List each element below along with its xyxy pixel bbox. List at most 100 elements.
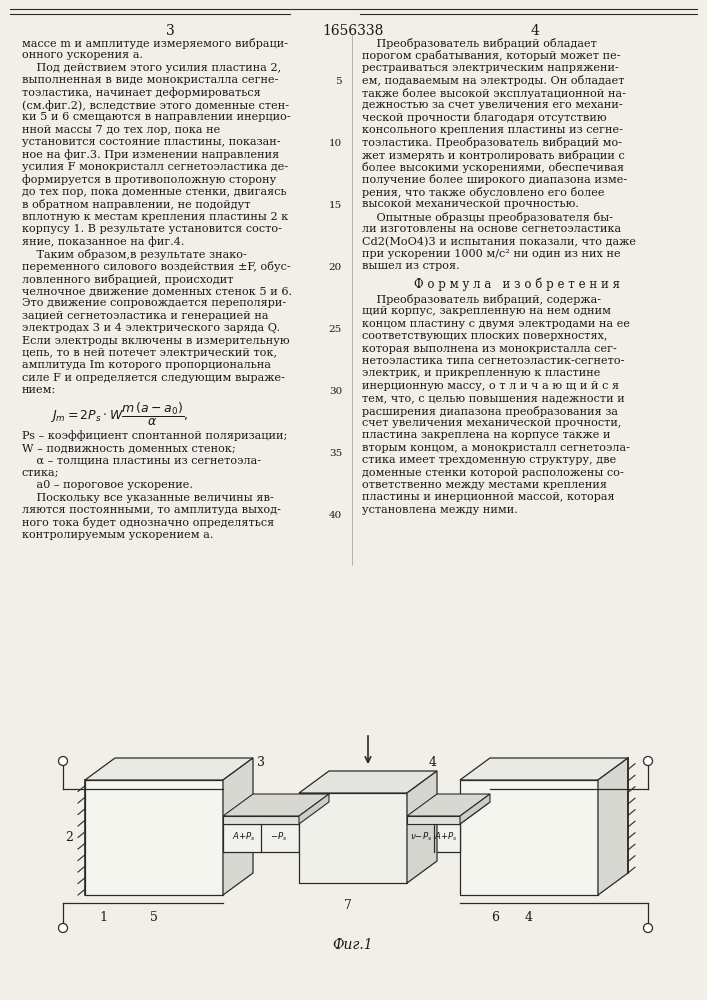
Polygon shape: [299, 793, 407, 883]
Text: рения, что также обусловлено его более: рения, что также обусловлено его более: [362, 187, 604, 198]
Text: Ps – коэффициент спонтанной поляризации;: Ps – коэффициент спонтанной поляризации;: [22, 431, 287, 441]
Text: тоэластика, начинает деформироваться: тоэластика, начинает деформироваться: [22, 88, 261, 98]
Polygon shape: [223, 824, 299, 852]
Polygon shape: [407, 802, 490, 824]
Text: 35: 35: [329, 449, 342, 458]
Polygon shape: [460, 794, 490, 824]
Polygon shape: [407, 824, 460, 852]
Text: Если электроды включены в измерительную: Если электроды включены в измерительную: [22, 336, 290, 346]
Text: Преобразователь вибраций, содержа-: Преобразователь вибраций, содержа-: [362, 294, 601, 305]
Text: пластина закреплена на корпусе также и: пластина закреплена на корпусе также и: [362, 430, 611, 440]
Text: 3: 3: [257, 756, 265, 768]
Text: 40: 40: [329, 511, 342, 520]
Polygon shape: [85, 780, 223, 895]
Polygon shape: [299, 794, 329, 824]
Polygon shape: [598, 758, 628, 895]
Text: 4: 4: [530, 24, 539, 38]
Text: соответствующих плоских поверхностях,: соответствующих плоских поверхностях,: [362, 331, 607, 341]
Text: $\mathit{{\nu}{-}P_s}$: $\mathit{{\nu}{-}P_s}$: [410, 831, 433, 843]
Text: Под действием этого усилия пластина 2,: Под действием этого усилия пластина 2,: [22, 63, 281, 73]
Text: электрик, и прикрепленную к пластине: электрик, и прикрепленную к пластине: [362, 368, 600, 378]
Text: (см.фиг.2), вследствие этого доменные стен-: (см.фиг.2), вследствие этого доменные ст…: [22, 100, 289, 111]
Text: силе F и определяется следующим выраже-: силе F и определяется следующим выраже-: [22, 373, 285, 383]
Text: высокой механической прочностью.: высокой механической прочностью.: [362, 199, 579, 209]
Text: 1: 1: [99, 911, 107, 924]
Text: ловленного вибрацией, происходит: ловленного вибрацией, происходит: [22, 274, 233, 285]
Text: амплитуда Im которого пропорциональна: амплитуда Im которого пропорциональна: [22, 360, 271, 370]
Text: щий корпус, закрепленную на нем одним: щий корпус, закрепленную на нем одним: [362, 306, 611, 316]
Text: получение более широкого диапазона изме-: получение более широкого диапазона изме-: [362, 174, 627, 185]
Text: консольного крепления пластины из сегне-: консольного крепления пластины из сегне-: [362, 125, 623, 135]
Text: Таким образом,в результате знако-: Таким образом,в результате знако-: [22, 249, 247, 260]
Polygon shape: [407, 794, 490, 816]
Polygon shape: [299, 771, 437, 793]
Polygon shape: [407, 771, 437, 883]
Text: установлена между ними.: установлена между ними.: [362, 505, 518, 515]
Text: формируется в противоположную сторону: формируется в противоположную сторону: [22, 174, 276, 185]
Circle shape: [643, 756, 653, 766]
Text: ем, подаваемым на электроды. Он обладает: ем, подаваемым на электроды. Он обладает: [362, 75, 624, 86]
Text: усилия F монокристалл сегнетоэластика де-: усилия F монокристалл сегнетоэластика де…: [22, 162, 288, 172]
Text: тем, что, с целью повышения надежности и: тем, что, с целью повышения надежности и: [362, 393, 625, 403]
Text: 5: 5: [150, 911, 158, 924]
Text: 30: 30: [329, 387, 342, 396]
Text: челночное движение доменных стенок 5 и 6.: челночное движение доменных стенок 5 и 6…: [22, 286, 292, 296]
Text: Это движение сопровождается переполяри-: Это движение сопровождается переполяри-: [22, 298, 286, 308]
Polygon shape: [85, 758, 253, 780]
Text: ответственно между местами крепления: ответственно между местами крепления: [362, 480, 607, 490]
Text: ки 5 и 6 смещаются в направлении инерцио-: ки 5 и 6 смещаются в направлении инерцио…: [22, 112, 291, 122]
Text: 6: 6: [491, 911, 499, 924]
Circle shape: [59, 924, 67, 932]
Text: электродах 3 и 4 электрического заряда Q.: электродах 3 и 4 электрического заряда Q…: [22, 323, 280, 333]
Polygon shape: [223, 802, 329, 824]
Text: 1656338: 1656338: [322, 24, 384, 38]
Text: нием:: нием:: [22, 385, 57, 395]
Text: установится состояние пластины, показан-: установится состояние пластины, показан-: [22, 137, 281, 147]
Text: корпусу 1. В результате установится состо-: корпусу 1. В результате установится сост…: [22, 224, 282, 234]
Text: при ускорении 1000 м/с² ни один из них не: при ускорении 1000 м/с² ни один из них н…: [362, 249, 621, 259]
Text: цепь, то в ней потечет электрический ток,: цепь, то в ней потечет электрический ток…: [22, 348, 277, 358]
Circle shape: [643, 924, 653, 932]
Text: $J_m = 2P_s \cdot W\dfrac{m\,(a - a_0)}{\alpha}$,: $J_m = 2P_s \cdot W\dfrac{m\,(a - a_0)}{…: [50, 401, 188, 428]
Text: W – подвижность доменных стенок;: W – подвижность доменных стенок;: [22, 443, 235, 453]
Text: порогом срабатывания, который может пе-: порогом срабатывания, который может пе-: [362, 50, 621, 61]
Text: нетоэластика типа сегнетоэластик-сегнето-: нетоэластика типа сегнетоэластик-сегнето…: [362, 356, 624, 366]
Text: 4: 4: [525, 911, 533, 924]
Text: $\mathit{A{+}P_s}$: $\mathit{A{+}P_s}$: [434, 831, 457, 843]
Text: тоэластика. Преобразователь вибраций мо-: тоэластика. Преобразователь вибраций мо-: [362, 137, 622, 148]
Text: 10: 10: [329, 139, 342, 148]
Text: выполненная в виде монокристалла сегне-: выполненная в виде монокристалла сегне-: [22, 75, 279, 85]
Polygon shape: [223, 794, 329, 816]
Circle shape: [59, 756, 67, 766]
Text: стика имеет трехдоменную структуру, две: стика имеет трехдоменную структуру, две: [362, 455, 617, 465]
Text: 4: 4: [429, 756, 437, 768]
Text: a0 – пороговое ускорение.: a0 – пороговое ускорение.: [22, 480, 193, 490]
Text: вышел из строя.: вышел из строя.: [362, 261, 460, 271]
Text: Cd2(MoO4)3 и испытания показали, что даже: Cd2(MoO4)3 и испытания показали, что даж…: [362, 236, 636, 247]
Text: вплотную к местам крепления пластины 2 к: вплотную к местам крепления пластины 2 к: [22, 212, 288, 222]
Text: 3: 3: [165, 24, 175, 38]
Text: 2: 2: [65, 831, 73, 844]
Text: счет увеличения механической прочности,: счет увеличения механической прочности,: [362, 418, 621, 428]
Text: дежностью за счет увеличения его механи-: дежностью за счет увеличения его механи-: [362, 100, 623, 110]
Text: Фиг.1: Фиг.1: [333, 938, 373, 952]
Text: 20: 20: [329, 263, 342, 272]
Text: в обратном направлении, не подойдут: в обратном направлении, не подойдут: [22, 199, 250, 210]
Polygon shape: [460, 780, 598, 895]
Text: жет измерять и контролировать вибрации с: жет измерять и контролировать вибрации с: [362, 150, 625, 161]
Text: рестраиваться электрическим напряжени-: рестраиваться электрическим напряжени-: [362, 63, 619, 73]
Text: переменного силового воздействия ±F, обус-: переменного силового воздействия ±F, обу…: [22, 261, 291, 272]
Text: 15: 15: [329, 201, 342, 210]
Text: инерционную массу, о т л и ч а ю щ и й с я: инерционную массу, о т л и ч а ю щ и й с…: [362, 381, 619, 391]
Text: 7: 7: [344, 899, 352, 912]
Text: ное на фиг.3. При изменении направления: ное на фиг.3. При изменении направления: [22, 150, 279, 160]
Text: Опытные образцы преобразователя бы-: Опытные образцы преобразователя бы-: [362, 212, 613, 223]
Text: стика;: стика;: [22, 468, 59, 478]
Text: массе m и амплитуде измеряемого вибраци-: массе m и амплитуде измеряемого вибраци-: [22, 38, 288, 49]
Text: доменные стенки которой расположены со-: доменные стенки которой расположены со-: [362, 468, 624, 478]
Text: вторым концом, а монокристалл сегнетоэла-: вторым концом, а монокристалл сегнетоэла…: [362, 443, 630, 453]
Text: зацией сегнетоэластика и генерацией на: зацией сегнетоэластика и генерацией на: [22, 311, 269, 321]
Text: 5: 5: [335, 77, 342, 86]
Text: онного ускорения а.: онного ускорения а.: [22, 50, 143, 60]
Text: расширения диапазона преобразования за: расширения диапазона преобразования за: [362, 406, 618, 417]
